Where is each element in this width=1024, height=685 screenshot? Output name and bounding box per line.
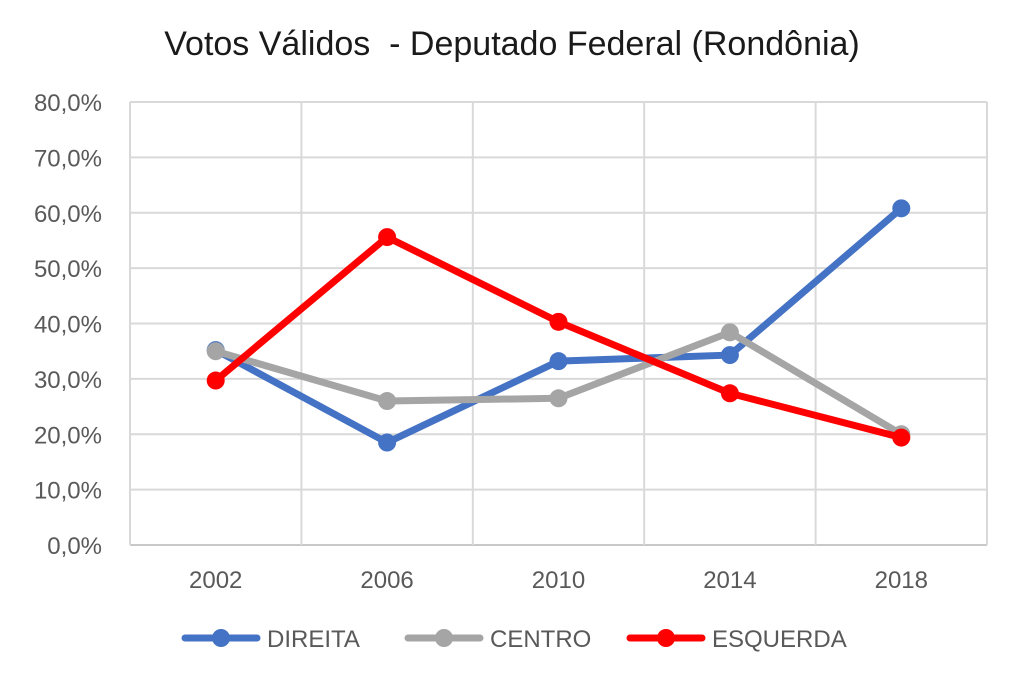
data-point — [892, 428, 911, 447]
data-point — [720, 323, 739, 342]
x-tick-label: 2010 — [532, 567, 585, 594]
x-tick-label: 2006 — [360, 567, 413, 594]
y-tick-label: 60,0% — [34, 201, 102, 228]
data-point — [720, 346, 739, 365]
legend-label: CENTRO — [490, 626, 591, 653]
legend-label: ESQUERDA — [712, 626, 847, 653]
x-tick-label: 2014 — [703, 567, 756, 594]
y-tick-label: 50,0% — [34, 256, 102, 283]
legend-item: ESQUERDA — [626, 626, 847, 653]
y-tick-label: 20,0% — [34, 422, 102, 449]
y-tick-label: 80,0% — [34, 90, 102, 117]
data-point — [549, 312, 568, 331]
data-point — [549, 389, 568, 408]
data-point — [206, 342, 225, 361]
data-point — [720, 384, 739, 403]
series-esquerda — [206, 228, 911, 447]
series-line — [212, 328, 905, 438]
y-tick-label: 70,0% — [34, 145, 102, 172]
data-point — [378, 228, 397, 247]
series-centro — [206, 323, 911, 444]
data-point — [549, 352, 568, 371]
axes: 0,0% 10,0% 20,0% 30,0% 40,0% 50,0% 60,0% 70,0% 8… — [34, 90, 928, 594]
legend-label: DIREITA — [267, 626, 360, 653]
legend-item: CENTRO — [404, 626, 591, 653]
data-point — [206, 371, 225, 390]
y-tick-label: 40,0% — [34, 312, 102, 339]
legend-marker — [435, 629, 453, 647]
y-tick-label: 10,0% — [34, 478, 102, 505]
x-tick-label: 2018 — [875, 567, 928, 594]
legend-marker — [657, 629, 675, 647]
data-point — [892, 199, 911, 218]
legend-item: DIREITA — [181, 626, 360, 653]
legend: DIREITA CENTRO ESQUERDA — [181, 626, 847, 653]
data-point — [378, 433, 397, 452]
legend-marker — [212, 629, 230, 647]
x-tick-label: 2002 — [189, 567, 242, 594]
series-lines — [206, 199, 911, 452]
data-point — [378, 392, 397, 411]
y-tick-label: 30,0% — [34, 367, 102, 394]
y-tick-label: 0,0% — [47, 533, 102, 560]
chart-title: Votos Válidos - Deputado Federal (Rondôn… — [164, 25, 860, 63]
